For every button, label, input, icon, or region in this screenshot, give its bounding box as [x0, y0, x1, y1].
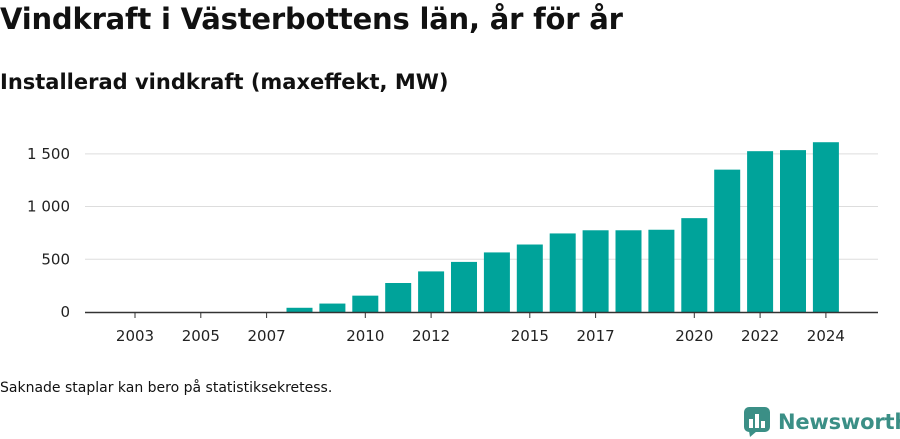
bar-2016 [549, 233, 576, 312]
x-tick-label: 2012 [412, 327, 450, 345]
y-axis-labels: 0 500 1 000 1 500 [27, 145, 70, 321]
x-tick-label: 2024 [807, 327, 845, 345]
newsworthy-logo-icon [744, 407, 770, 437]
y-tick-label: 0 [60, 303, 70, 321]
bar-2008 [286, 307, 313, 312]
x-axis [85, 311, 878, 318]
bar-2019 [648, 229, 675, 312]
bar-2020 [681, 218, 708, 312]
chart-title: Vindkraft i Västerbottens län, år för år [0, 2, 623, 36]
bar-2009 [319, 303, 346, 312]
bar-2024 [812, 142, 839, 312]
x-axis-labels: 2003 2005 2007 2010 2012 2015 2017 2020 2022 2024 [116, 327, 845, 345]
footnote: Saknade staplar kan bero på statistiksek… [0, 380, 333, 396]
bar-2012 [418, 271, 445, 312]
bar-2013 [451, 261, 477, 312]
x-tick-label: 2017 [577, 327, 615, 345]
x-tick-label: 2020 [675, 327, 713, 345]
x-tick-label: 2007 [248, 327, 286, 345]
bar-2022 [747, 151, 774, 312]
x-tick-label: 2003 [116, 327, 154, 345]
newsworthy-logo[interactable]: Newsworthy [743, 406, 900, 438]
bar-2017 [582, 230, 609, 312]
x-tick-label: 2022 [741, 327, 779, 345]
brand-name: Newsworthy [778, 410, 900, 434]
bar-2015 [516, 244, 543, 312]
bar-2021 [714, 169, 741, 312]
chart-subtitle: Installerad vindkraft (maxeffekt, MW) [0, 70, 449, 94]
bar-2010 [352, 295, 379, 312]
x-tick-label: 2015 [511, 327, 549, 345]
x-tick-label: 2010 [346, 327, 384, 345]
bar-2023 [780, 150, 806, 312]
bar-2011 [385, 283, 412, 312]
x-tick-label: 2005 [182, 327, 220, 345]
gridlines [85, 153, 878, 260]
y-tick-label: 1 500 [27, 145, 70, 163]
y-tick-label: 500 [41, 250, 70, 268]
bar-2014 [483, 252, 510, 312]
bar-2018 [615, 230, 642, 312]
y-tick-label: 1 000 [27, 198, 70, 216]
bars [286, 142, 839, 312]
